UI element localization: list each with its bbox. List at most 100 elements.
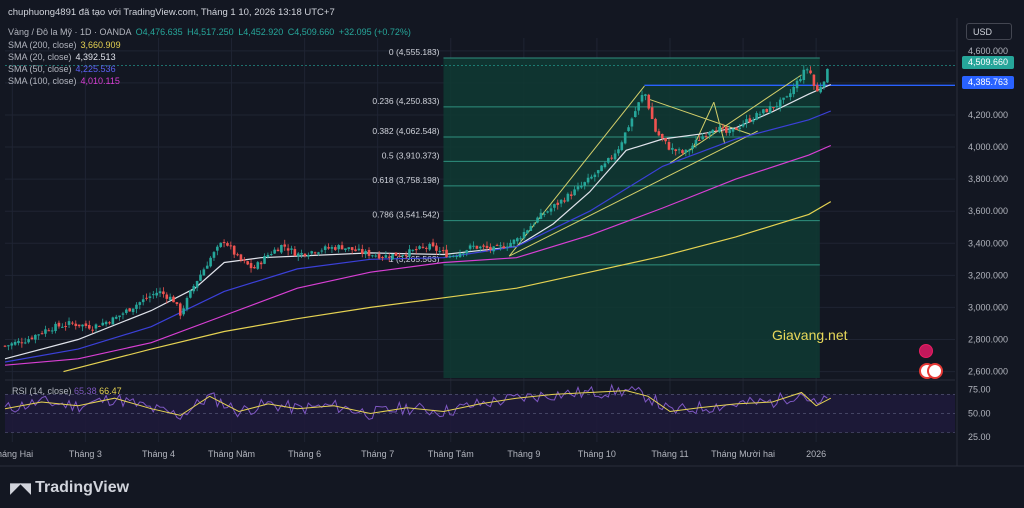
y-tick-label: 3,000.000 (968, 302, 1008, 312)
candle-body (360, 249, 364, 254)
candle-body (290, 248, 293, 250)
candle-body (131, 308, 135, 313)
x-tick-label: Tháng 9 (507, 449, 540, 459)
candle-body (57, 322, 61, 327)
candle-body (573, 189, 576, 196)
candle-body (812, 74, 816, 86)
trend-line (509, 130, 758, 257)
y-tick-label: 3,400.000 (968, 238, 1008, 248)
candle-body (323, 246, 327, 250)
candle-body (580, 185, 583, 188)
candle-body (40, 333, 44, 335)
candle-body (644, 94, 647, 96)
indicator-sma50[interactable]: SMA (50, close) 4,225.536 (8, 64, 116, 74)
candle-body (495, 244, 499, 246)
indicator-sma200[interactable]: SMA (200, close) 3,660.909 (8, 40, 121, 50)
candle-body (637, 102, 640, 111)
candle-body (815, 85, 819, 92)
candle-body (104, 321, 108, 325)
x-tick-label: Tháng 3 (69, 449, 102, 459)
candle-body (627, 127, 630, 131)
watermark-text: Giavang.net (772, 327, 848, 343)
candle-body (455, 255, 458, 257)
sma-line (4, 144, 832, 366)
candle-body (10, 343, 14, 346)
candle-body (168, 296, 172, 300)
candle-body (87, 325, 91, 329)
candle-body (782, 97, 785, 100)
candle-body (54, 323, 57, 332)
candle-body (516, 238, 519, 242)
x-tick-label: Tháng 4 (142, 449, 175, 459)
candle-body (216, 246, 219, 251)
candle-body (334, 247, 337, 250)
candle-body (566, 193, 570, 202)
indicator-value: 3,660.909 (80, 40, 121, 50)
candle-body (539, 212, 543, 219)
candle-body (67, 321, 71, 325)
candle-body (293, 249, 297, 256)
candle-body (64, 325, 67, 327)
candle-body (431, 242, 435, 247)
candle-body (708, 132, 711, 135)
candle-body (182, 308, 185, 315)
candle-body (108, 322, 111, 324)
rsi-legend[interactable]: RSI (14, close) 65.38 66.47 (12, 386, 122, 396)
candle-body (111, 317, 115, 325)
ohlc-change: +32.095 (+0.72%) (338, 27, 411, 37)
fib-level-label: 0.5 (3,910.373) (382, 150, 440, 160)
indicator-label: SMA (50, close) (8, 64, 72, 74)
tradingview-logo[interactable]: ◤◥ TradingView (10, 479, 129, 497)
candle-body (805, 69, 809, 71)
candle-body (758, 114, 762, 116)
x-tick-label: Tháng 7 (361, 449, 394, 459)
candle-body (404, 254, 408, 257)
indicator-label: SMA (200, close) (8, 40, 77, 50)
candle-body (650, 107, 654, 120)
candle-body (276, 249, 280, 252)
rsi-ma-line (4, 390, 832, 416)
x-tick-label: Tháng Năm (208, 449, 255, 459)
event-icon[interactable] (927, 363, 943, 379)
candle-body (195, 280, 199, 288)
candle-body (330, 247, 334, 249)
candle-body (425, 247, 428, 249)
candle-body (556, 202, 560, 205)
candle-body (445, 249, 448, 258)
rsi-tick-label: 25.00 (968, 432, 991, 442)
candle-body (313, 252, 317, 254)
x-tick-label: Tháng Tám (428, 449, 474, 459)
indicator-sma100[interactable]: SMA (100, close) 4,010.115 (8, 76, 120, 86)
candle-body (623, 132, 627, 144)
candle-body (17, 340, 20, 344)
ohlc-high: H4,517.250 (187, 27, 234, 37)
candle-body (512, 239, 516, 244)
candle-body (98, 325, 101, 327)
indicator-sma20[interactable]: SMA (20, close) 4,392.513 (8, 52, 116, 62)
candle-body (499, 245, 502, 247)
candle-body (175, 302, 179, 305)
candle-body (765, 108, 769, 113)
candle-body (647, 94, 651, 109)
candle-body (125, 309, 128, 314)
candle-body (795, 80, 799, 89)
candle-body (576, 186, 580, 190)
candle-body (532, 223, 536, 225)
candle-body (13, 341, 17, 345)
currency-selector[interactable]: USD (966, 23, 1012, 40)
candle-body (246, 261, 249, 265)
alert-icon[interactable] (919, 344, 933, 358)
candle-body (735, 127, 738, 130)
candle-body (50, 330, 54, 332)
indicator-label: SMA (20, close) (8, 52, 72, 62)
indicator-label: SMA (100, close) (8, 76, 77, 86)
candle-body (77, 324, 81, 327)
y-tick-label: 4,000.000 (968, 142, 1008, 152)
candle-body (745, 119, 748, 124)
fib-level-label: 0.236 (4,250.833) (372, 96, 439, 106)
candle-body (681, 150, 684, 154)
candle-body (232, 245, 236, 255)
candle-body (586, 177, 590, 183)
candle-body (468, 245, 472, 249)
